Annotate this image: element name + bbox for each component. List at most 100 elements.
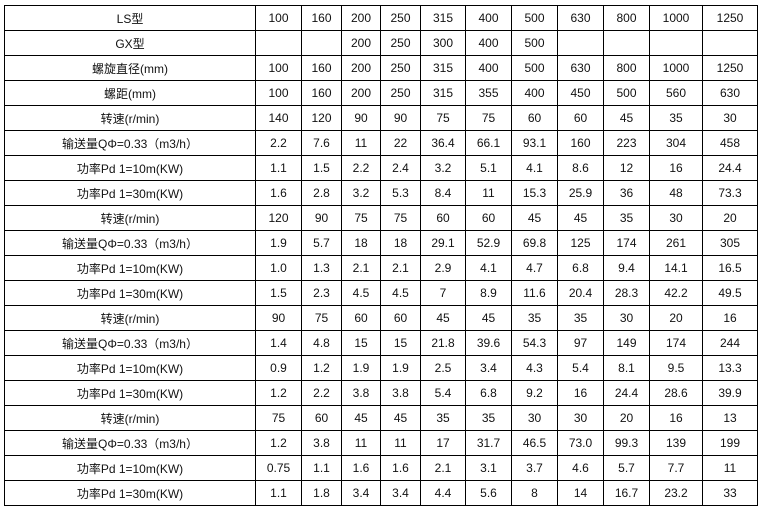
table-cell: 12: [603, 155, 650, 181]
table-cell: 73.0: [557, 430, 604, 456]
row-label: LS型: [4, 5, 256, 31]
table-cell: 305: [702, 230, 758, 256]
table-cell: 35: [465, 405, 512, 431]
table-cell: 1.1: [255, 155, 302, 181]
table-cell: 75: [380, 205, 421, 231]
table-cell: 9.5: [649, 355, 703, 381]
table-row: 功率Pd 1=10m(KW) 0.9 1.2 1.9 1.9 2.5 3.4 4.3 5.4 8.…: [4, 355, 758, 381]
table-cell: 11: [702, 455, 758, 481]
table-cell: 400: [465, 55, 512, 81]
table-cell: 100: [255, 5, 302, 31]
table-cell: 250: [380, 30, 421, 56]
row-label: 功率Pd 1=10m(KW): [4, 155, 256, 181]
table-cell: 36: [603, 180, 650, 206]
table-row: 螺距(mm) 100 160 200 250 315 355 400 450 500 560 630: [4, 80, 758, 106]
table-cell: 6.8: [557, 255, 604, 281]
table-row: 输送量QΦ=0.33（m3/h） 1.4 4.8 15 15 21.8 39.6 54.3 97…: [4, 330, 758, 356]
table-cell: 3.2: [420, 155, 466, 181]
table-cell: 18: [380, 230, 421, 256]
table-cell: [649, 30, 703, 56]
table-cell: 1.1: [255, 480, 302, 506]
table-cell: 400: [511, 80, 558, 106]
table-row: 输送量QΦ=0.33（m3/h） 2.2 7.6 11 22 36.4 66.1 93.1 16…: [4, 130, 758, 156]
table-cell: 45: [511, 205, 558, 231]
table-cell: 630: [702, 80, 758, 106]
table-cell: 9.2: [511, 380, 558, 406]
row-label: 功率Pd 1=30m(KW): [4, 180, 256, 206]
table-cell: 20: [649, 305, 703, 331]
table-cell: 30: [603, 305, 650, 331]
table-cell: 60: [341, 305, 381, 331]
table-cell: 1.9: [341, 355, 381, 381]
table-cell: 1000: [649, 55, 703, 81]
table-cell: 21.8: [420, 330, 466, 356]
table-cell: 22: [380, 130, 421, 156]
table-cell: 60: [420, 205, 466, 231]
screw-conveyor-spec-table: LS型 100 160 200 250 315 400 500 630 800 1000 1250 GX…: [4, 5, 758, 506]
table-cell: 4.4: [420, 480, 466, 506]
table-cell: 261: [649, 230, 703, 256]
table-cell: [255, 30, 302, 56]
table-cell: 4.1: [511, 155, 558, 181]
table-cell: 250: [380, 5, 421, 31]
row-label: 功率Pd 1=10m(KW): [4, 355, 256, 381]
table-cell: 16.7: [603, 480, 650, 506]
table-cell: 1.8: [301, 480, 342, 506]
table-cell: 2.9: [420, 255, 466, 281]
table-cell: 60: [557, 105, 604, 131]
table-cell: [702, 30, 758, 56]
table-cell: 315: [420, 80, 466, 106]
table-cell: 4.6: [557, 455, 604, 481]
row-label: 转速(r/min): [4, 305, 256, 331]
table-cell: 300: [420, 30, 466, 56]
table-row: 功率Pd 1=10m(KW) 0.75 1.1 1.6 1.6 2.1 3.1 3.7 4.6 5…: [4, 455, 758, 481]
table-cell: 20: [603, 405, 650, 431]
table-cell: 16: [649, 155, 703, 181]
table-cell: 3.1: [465, 455, 512, 481]
table-cell: 75: [341, 205, 381, 231]
table-cell: 5.4: [557, 355, 604, 381]
table-cell: 45: [603, 105, 650, 131]
table-row: GX型 200 250 300 400 500: [4, 30, 758, 56]
table-cell: 1.9: [255, 230, 302, 256]
table-row: 功率Pd 1=30m(KW) 1.1 1.8 3.4 3.4 4.4 5.6 8 14 16.7 2…: [4, 480, 758, 506]
table-cell: 458: [702, 130, 758, 156]
table-cell: 500: [511, 55, 558, 81]
table-cell: 5.7: [301, 230, 342, 256]
table-row: 功率Pd 1=30m(KW) 1.5 2.3 4.5 4.5 7 8.9 11.6 20.4 28…: [4, 280, 758, 306]
table-cell: 16: [702, 305, 758, 331]
table-cell: 200: [341, 80, 381, 106]
table-cell: 15: [380, 330, 421, 356]
table-row: 转速(r/min) 75 60 45 45 35 35 30 30 20 16 13: [4, 405, 758, 431]
table-row: 转速(r/min) 120 90 75 75 60 60 45 45 35 30 20: [4, 205, 758, 231]
row-label: 螺距(mm): [4, 80, 256, 106]
table-cell: 15: [341, 330, 381, 356]
table-cell: 4.7: [511, 255, 558, 281]
table-cell: 24.4: [702, 155, 758, 181]
table-cell: 33: [702, 480, 758, 506]
table-cell: 355: [465, 80, 512, 106]
table-cell: 90: [255, 305, 302, 331]
row-label: 功率Pd 1=10m(KW): [4, 255, 256, 281]
table-cell: 800: [603, 55, 650, 81]
table-cell: 42.2: [649, 280, 703, 306]
table-cell: 20.4: [557, 280, 604, 306]
table-cell: 9.4: [603, 255, 650, 281]
table-cell: 75: [255, 405, 302, 431]
table-cell: 1.9: [380, 355, 421, 381]
table-cell: 25.9: [557, 180, 604, 206]
table-cell: 1.1: [301, 455, 342, 481]
table-cell: 35: [649, 105, 703, 131]
table-cell: 2.2: [301, 380, 342, 406]
table-cell: 304: [649, 130, 703, 156]
table-cell: 500: [603, 80, 650, 106]
row-label: 转速(r/min): [4, 205, 256, 231]
table-cell: 17: [420, 430, 466, 456]
row-label: 输送量QΦ=0.33（m3/h）: [4, 430, 256, 456]
table-cell: 200: [341, 30, 381, 56]
table-cell: 3.2: [341, 180, 381, 206]
table-row: 输送量QΦ=0.33（m3/h） 1.2 3.8 11 11 17 31.7 46.5 73.0…: [4, 430, 758, 456]
table-cell: 400: [465, 30, 512, 56]
table-cell: 1.6: [255, 180, 302, 206]
table-cell: 48: [649, 180, 703, 206]
